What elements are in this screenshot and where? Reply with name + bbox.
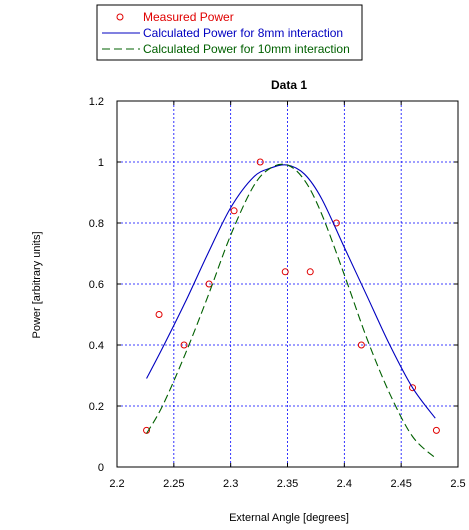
ticks: 2.2 2.25 2.3 2.35 2.4 2.45 2.5 0 0.2 0.4 0.6 0.8 1 1.… <box>89 96 466 490</box>
measured-power-point <box>230 207 238 215</box>
legend-label-8mm: Calculated Power for 8mm interaction <box>143 26 343 40</box>
legend-marker-measured-power <box>116 13 124 21</box>
legend-label-measured-power: Measured Power <box>143 10 234 24</box>
measured-power-point <box>180 341 188 349</box>
x-tick-label: 2.45 <box>390 478 411 490</box>
y-tick-label: 1 <box>98 157 104 169</box>
x-tick-label: 2.3 <box>223 478 238 490</box>
measured-power-point <box>281 268 289 276</box>
measured-power-point <box>256 158 264 166</box>
x-tick-label: 2.25 <box>163 478 184 490</box>
legend-label-10mm: Calculated Power for 10mm interaction <box>143 42 350 56</box>
x-tick-label: 2.35 <box>277 478 298 490</box>
calculated-power-10mm-line <box>146 163 436 459</box>
measured-power-point <box>432 426 440 434</box>
legend: Measured Power Calculated Power for 8mm … <box>96 4 363 61</box>
measured-power-point <box>409 384 417 392</box>
x-tick-label: 2.2 <box>109 478 124 490</box>
chart-title: Data 1 <box>271 78 307 92</box>
y-tick-label: 1.2 <box>89 96 104 108</box>
y-tick-label: 0.8 <box>89 218 104 230</box>
measured-power-point <box>357 341 365 349</box>
grid <box>117 101 458 467</box>
x-axis-title: External Angle [degrees] <box>229 512 349 524</box>
y-tick-label: 0 <box>98 462 104 474</box>
legend-box <box>96 4 363 61</box>
y-tick-label: 0.2 <box>89 401 104 413</box>
series <box>143 158 440 459</box>
plot-area: 2.2 2.25 2.3 2.35 2.4 2.45 2.5 0 0.2 0.4 0.6 0.8 1 1.… <box>89 96 466 490</box>
x-tick-label: 2.5 <box>450 478 465 490</box>
x-tick-label: 2.4 <box>337 478 352 490</box>
y-tick-label: 0.4 <box>89 340 104 352</box>
measured-power-point <box>306 268 314 276</box>
measured-power-point <box>155 311 163 318</box>
y-axis-title: Power [arbitrary units] <box>31 232 43 339</box>
y-tick-label: 0.6 <box>89 279 104 291</box>
